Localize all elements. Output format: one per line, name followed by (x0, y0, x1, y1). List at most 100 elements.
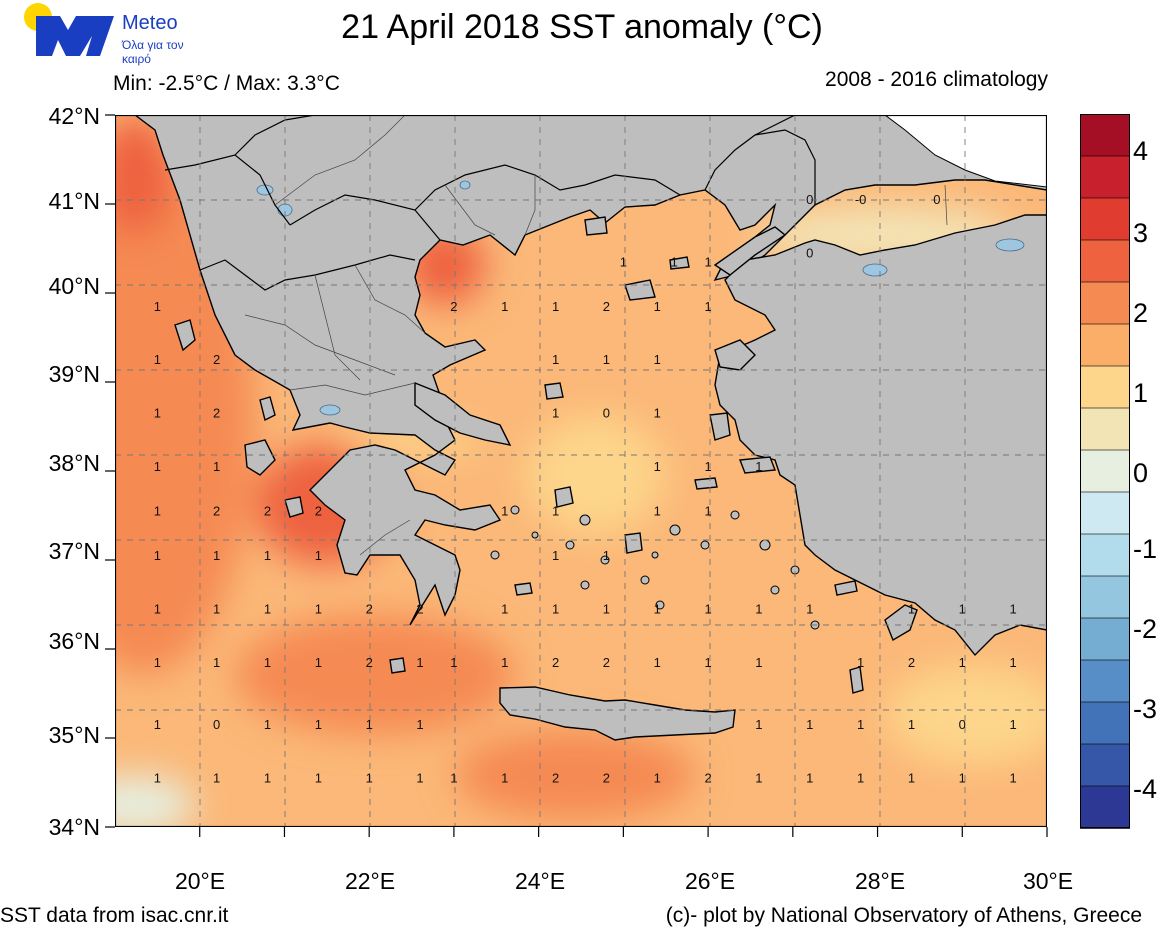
anomaly-value: 1 (501, 504, 508, 519)
anomaly-value: 1 (552, 406, 559, 421)
colorbar-label: -1 (1133, 534, 1158, 564)
lon-label: 26°E (684, 868, 736, 894)
colorbar-label: 1 (1133, 378, 1149, 408)
anomaly-value: 1 (755, 459, 762, 474)
anomaly-value: 1 (154, 352, 161, 367)
lat-label: 34°N (48, 814, 100, 840)
anomaly-value: 1 (315, 771, 322, 786)
anomaly-value: 1 (908, 771, 915, 786)
graticule (115, 115, 1047, 827)
colorbar-cell (1080, 407, 1130, 451)
colorbar-frame (1080, 114, 1130, 828)
country-borders (164, 115, 816, 291)
colorbar-cell (1080, 533, 1130, 577)
anomaly-value: 1 (154, 406, 161, 421)
kefalonia (244, 439, 276, 476)
anomaly-value: -0 (855, 192, 867, 207)
anomaly-value: 1 (552, 601, 559, 616)
samos (739, 456, 776, 474)
anomaly-value: 2 (213, 504, 220, 519)
anomaly-value: 1 (806, 601, 813, 616)
andros (554, 486, 574, 508)
meteo-logo (24, 3, 114, 56)
lon-label: 20°E (174, 868, 226, 894)
anomaly-value: 1 (755, 655, 762, 670)
anomaly-value: 1 (552, 548, 559, 563)
evia (414, 381, 512, 446)
anomaly-value: 1 (552, 504, 559, 519)
lefkada (259, 396, 276, 422)
logo-tagline: Όλα για τον καιρό (122, 38, 184, 66)
zakynthos (284, 496, 304, 518)
anomaly-value: 1 (620, 254, 627, 269)
anomaly-value: 1 (264, 717, 271, 732)
anomaly-value: 1 (671, 254, 678, 269)
colorbar-label: -3 (1133, 694, 1158, 724)
anomaly-value: 1 (857, 771, 864, 786)
anomaly-value: 1 (857, 717, 864, 732)
anomaly-value: 1 (704, 299, 711, 314)
anomaly-value: 1 (416, 717, 423, 732)
anomaly-value: 1 (1009, 601, 1016, 616)
map-title: 21 April 2018 SST anomaly (°C) (341, 8, 823, 46)
kos (834, 580, 858, 596)
lat-label: 39°N (48, 361, 100, 387)
anomaly-value: 2 (366, 601, 373, 616)
anomaly-value: 0 (959, 717, 966, 732)
colorbar-cell (1080, 239, 1130, 283)
lat-label: 42°N (48, 103, 100, 129)
karpathos (849, 666, 864, 694)
anomaly-value: 1 (806, 771, 813, 786)
anomaly-value: 1 (755, 771, 762, 786)
anomaly-value: 1 (450, 771, 457, 786)
anomaly-value: 1 (959, 601, 966, 616)
anomaly-value: 1 (603, 352, 610, 367)
lat-label: 37°N (48, 538, 100, 564)
anomaly-value: 1 (654, 771, 661, 786)
anomaly-value: 2 (213, 406, 220, 421)
naxos (624, 532, 643, 554)
anomaly-value: 1 (154, 601, 161, 616)
anomaly-value: 1 (908, 717, 915, 732)
colorbar-cell (1080, 701, 1130, 745)
lon-label: 30°E (1022, 868, 1074, 894)
anomaly-value: 1 (213, 459, 220, 474)
anomaly-value: 1 (552, 299, 559, 314)
anomaly-value: 2 (908, 655, 915, 670)
anomaly-value: 1 (501, 771, 508, 786)
lesvos (714, 339, 756, 371)
unmapped-region (884, 115, 1047, 188)
balkan-mainland (133, 115, 1047, 626)
anomaly-value: 1 (1009, 655, 1016, 670)
anomaly-value: 1 (603, 601, 610, 616)
anomaly-value: 2 (264, 504, 271, 519)
anomaly-value: 2 (315, 504, 322, 519)
plot-credit: (c)- plot by National Observatory of Ath… (665, 904, 1142, 927)
anomaly-value: 1 (264, 771, 271, 786)
anomaly-value-labels: 1 2 2 2 1 1 1 2 1 2 1 2 1 1 2 1 1 1 1 1 1 1 1 1 0 1 1 1 1 1 1 1 1 1 1 1 1 1 1 1… (154, 192, 1017, 786)
anomaly-value: 2 (552, 771, 559, 786)
anomaly-value: 1 (654, 459, 661, 474)
anomaly-value: 1 (264, 548, 271, 563)
colorbar-label: 3 (1133, 218, 1149, 248)
colorbar-cell (1080, 575, 1130, 619)
m-logo-icon (36, 16, 114, 56)
anomaly-value: 1 (213, 601, 220, 616)
kythira (389, 657, 406, 674)
min-max-label: Min: -2.5°C / Max: 3.3°C (113, 72, 340, 95)
lon-label: 24°E (514, 868, 566, 894)
lon-label: 22°E (344, 868, 396, 894)
lat-label: 40°N (48, 273, 100, 299)
anomaly-value: 1 (416, 771, 423, 786)
colorbar-cell (1080, 281, 1130, 325)
lat-label: 35°N (48, 722, 100, 748)
anomaly-value: 0 (603, 406, 610, 421)
anomaly-value: 1 (654, 352, 661, 367)
lat-label: 38°N (48, 450, 100, 476)
colorbar-cell (1080, 323, 1130, 367)
anomaly-value: 1 (154, 717, 161, 732)
lat-label: 36°N (48, 628, 100, 654)
anomaly-value: 1 (366, 771, 373, 786)
skyros (544, 382, 564, 400)
axis-ticks (105, 114, 1048, 837)
